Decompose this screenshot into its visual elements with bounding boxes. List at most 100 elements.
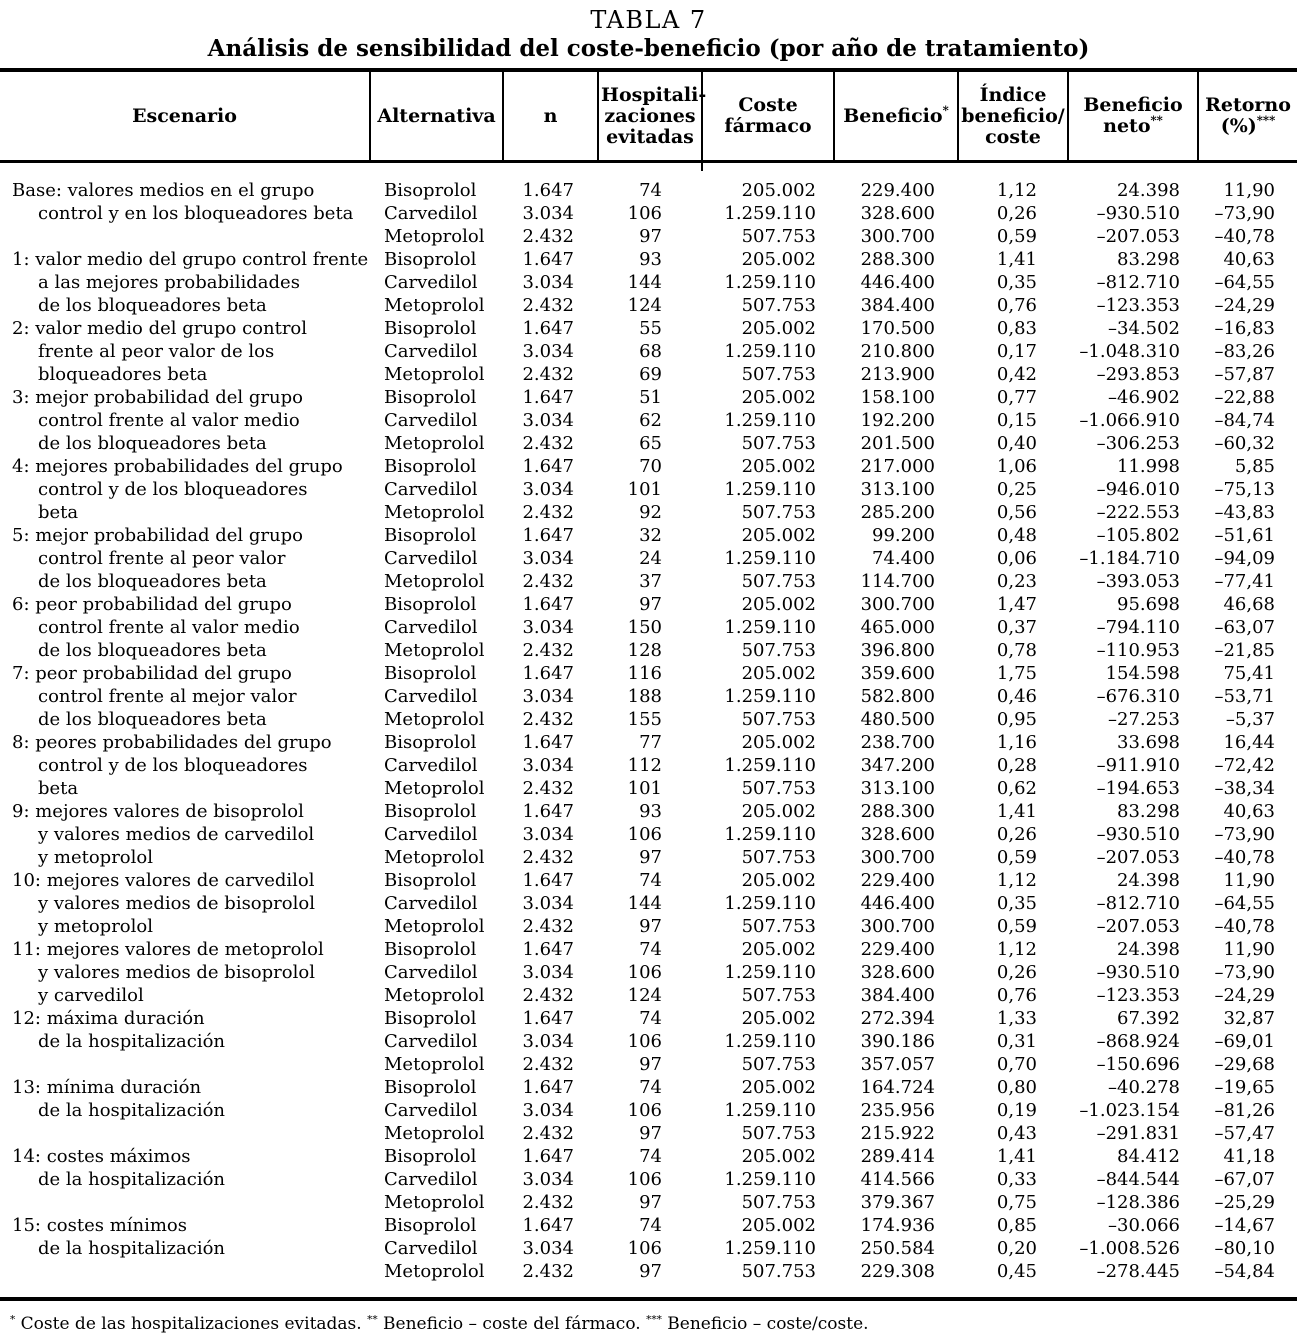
cell-coste: 1.259.110 — [724, 548, 816, 569]
cell-retorno: –40,78 — [1214, 226, 1275, 247]
cell-indice: 0,25 — [996, 479, 1037, 500]
cell-hosp: 74 — [639, 939, 662, 960]
cell-retorno: 75,41 — [1223, 663, 1275, 684]
cell-neto: –794.110 — [1096, 617, 1180, 638]
cell-alternativa: Metoprolol — [384, 916, 485, 937]
cell-n: 1.647 — [522, 594, 574, 615]
cell-retorno: –81,26 — [1214, 1100, 1275, 1121]
cell-alternativa: Bisoprolol — [384, 249, 477, 270]
column-header-line: Escenario — [132, 104, 237, 127]
cell-n: 3.034 — [522, 203, 574, 224]
cell-coste: 205.002 — [741, 456, 816, 477]
cell-coste: 1.259.110 — [724, 203, 816, 224]
cell-neto: 154.598 — [1105, 663, 1180, 684]
cell-neto: –40.278 — [1108, 1077, 1180, 1098]
cell-n: 2.432 — [522, 295, 574, 316]
cell-escenario: 2: valor medio del grupo control — [12, 318, 308, 339]
cell-neto: –812.710 — [1096, 893, 1180, 914]
cell-hosp: 74 — [639, 180, 662, 201]
cell-escenario: de los bloqueadores beta — [38, 640, 267, 661]
cell-neto: –930.510 — [1096, 962, 1180, 983]
table-row: 8: peores probabilidades del grupo Bisopr… — [0, 731, 1297, 754]
cell-hosp: 70 — [639, 456, 662, 477]
cell-hosp: 112 — [627, 755, 662, 776]
footnote-part: ** Beneficio – coste del fármaco. — [367, 1313, 647, 1334]
cell-coste: 1.259.110 — [724, 1238, 816, 1259]
cell-coste: 205.002 — [741, 1008, 816, 1029]
cell-beneficio: 210.800 — [860, 341, 935, 362]
cell-escenario: control y de los bloqueadores — [38, 755, 308, 776]
cell-beneficio: 390.186 — [860, 1031, 935, 1052]
cell-retorno: –67,07 — [1214, 1169, 1275, 1190]
cell-coste: 1.259.110 — [724, 341, 816, 362]
cell-beneficio: 250.584 — [860, 1238, 935, 1259]
cell-escenario: control frente al valor medio — [38, 617, 300, 638]
cell-alternativa: Carvedilol — [384, 686, 478, 707]
cell-hosp: 106 — [627, 1100, 662, 1121]
cell-n: 3.034 — [522, 824, 574, 845]
cell-beneficio: 313.100 — [860, 479, 935, 500]
table-row: control frente al valor medio Carvedilol 3… — [0, 409, 1297, 432]
cell-escenario: y metoprolol — [38, 847, 153, 868]
cell-coste: 1.259.110 — [724, 755, 816, 776]
page: TABLA 7 Análisis de sensibilidad del cos… — [0, 6, 1297, 1337]
table-row: de los bloqueadores beta Metoprolol 2.432 1… — [0, 639, 1297, 662]
cell-neto: –278.445 — [1096, 1261, 1180, 1282]
cell-coste: 1.259.110 — [724, 617, 816, 638]
table-row: 9: mejores valores de bisoprolol Bisoprol… — [0, 800, 1297, 823]
cell-indice: 1,12 — [996, 180, 1037, 201]
cell-neto: –34.502 — [1108, 318, 1180, 339]
cell-hosp: 144 — [627, 272, 662, 293]
cell-neto: –207.053 — [1096, 226, 1180, 247]
cell-escenario: de los bloqueadores beta — [38, 571, 267, 592]
cell-hosp: 92 — [639, 502, 662, 523]
cell-indice: 0,45 — [996, 1261, 1037, 1282]
cell-retorno: –21,85 — [1214, 640, 1275, 661]
cell-retorno: 32,87 — [1223, 1008, 1275, 1029]
cell-neto: –150.696 — [1096, 1054, 1180, 1075]
cell-n: 3.034 — [522, 548, 574, 569]
cell-n: 2.432 — [522, 1054, 574, 1075]
table-row: 15: costes mínimos Bisoprolol 1.647 74 205.0… — [0, 1214, 1297, 1237]
cell-indice: 0,80 — [996, 1077, 1037, 1098]
cell-hosp: 97 — [639, 1054, 662, 1075]
table-row: 13: mínima duración Bisoprolol 1.647 74 205.… — [0, 1076, 1297, 1099]
table-row: Metoprolol 2.432 97 507.753 229.308 0,45 –278.… — [0, 1260, 1297, 1299]
cell-n: 1.647 — [522, 525, 574, 546]
cell-n: 1.647 — [522, 663, 574, 684]
cell-n: 1.647 — [522, 732, 574, 753]
cell-escenario: de los bloqueadores beta — [38, 295, 267, 316]
cell-n: 1.647 — [522, 1077, 574, 1098]
table-row: 10: mejores valores de carvedilol Bisopro… — [0, 869, 1297, 892]
cell-neto: –30.066 — [1108, 1215, 1180, 1236]
cell-coste: 205.002 — [741, 249, 816, 270]
cell-retorno: –77,41 — [1214, 571, 1275, 592]
cell-coste: 507.753 — [741, 778, 816, 799]
cell-indice: 0,35 — [996, 272, 1037, 293]
footnote-asterisk: *** — [646, 1313, 662, 1326]
column-header-alternativa: Alternativa — [370, 70, 504, 163]
column-header-hosp: Hospitali-zaciones evitadas — [598, 70, 706, 163]
cell-beneficio: 158.100 — [860, 387, 935, 408]
cell-escenario: Base: valores medios en el grupo — [12, 180, 315, 201]
cell-beneficio: 347.200 — [860, 755, 935, 776]
cell-alternativa: Bisoprolol — [384, 732, 477, 753]
column-header-line: Beneficio* — [843, 103, 949, 127]
cell-alternativa: Carvedilol — [384, 1169, 478, 1190]
cell-indice: 0,42 — [996, 364, 1037, 385]
cell-indice: 0,37 — [996, 617, 1037, 638]
table-row: 11: mejores valores de metoprolol Bisopro… — [0, 938, 1297, 961]
column-header-line: beneficio/ — [961, 104, 1065, 127]
cell-indice: 0,95 — [996, 709, 1037, 730]
cell-escenario: 10: mejores valores de carvedilol — [12, 870, 315, 891]
cell-beneficio: 582.800 — [860, 686, 935, 707]
footnote-asterisk: ** — [367, 1313, 378, 1326]
cell-indice: 0,85 — [996, 1215, 1037, 1236]
cell-indice: 1,75 — [996, 663, 1037, 684]
cell-escenario — [0, 1053, 370, 1076]
cell-indice: 0,40 — [996, 433, 1037, 454]
table-row: 12: máxima duración Bisoprolol 1.647 74 205.… — [0, 1007, 1297, 1030]
cell-retorno: –38,34 — [1214, 778, 1275, 799]
cell-indice: 0,62 — [996, 778, 1037, 799]
cell-alternativa: Bisoprolol — [384, 801, 477, 822]
